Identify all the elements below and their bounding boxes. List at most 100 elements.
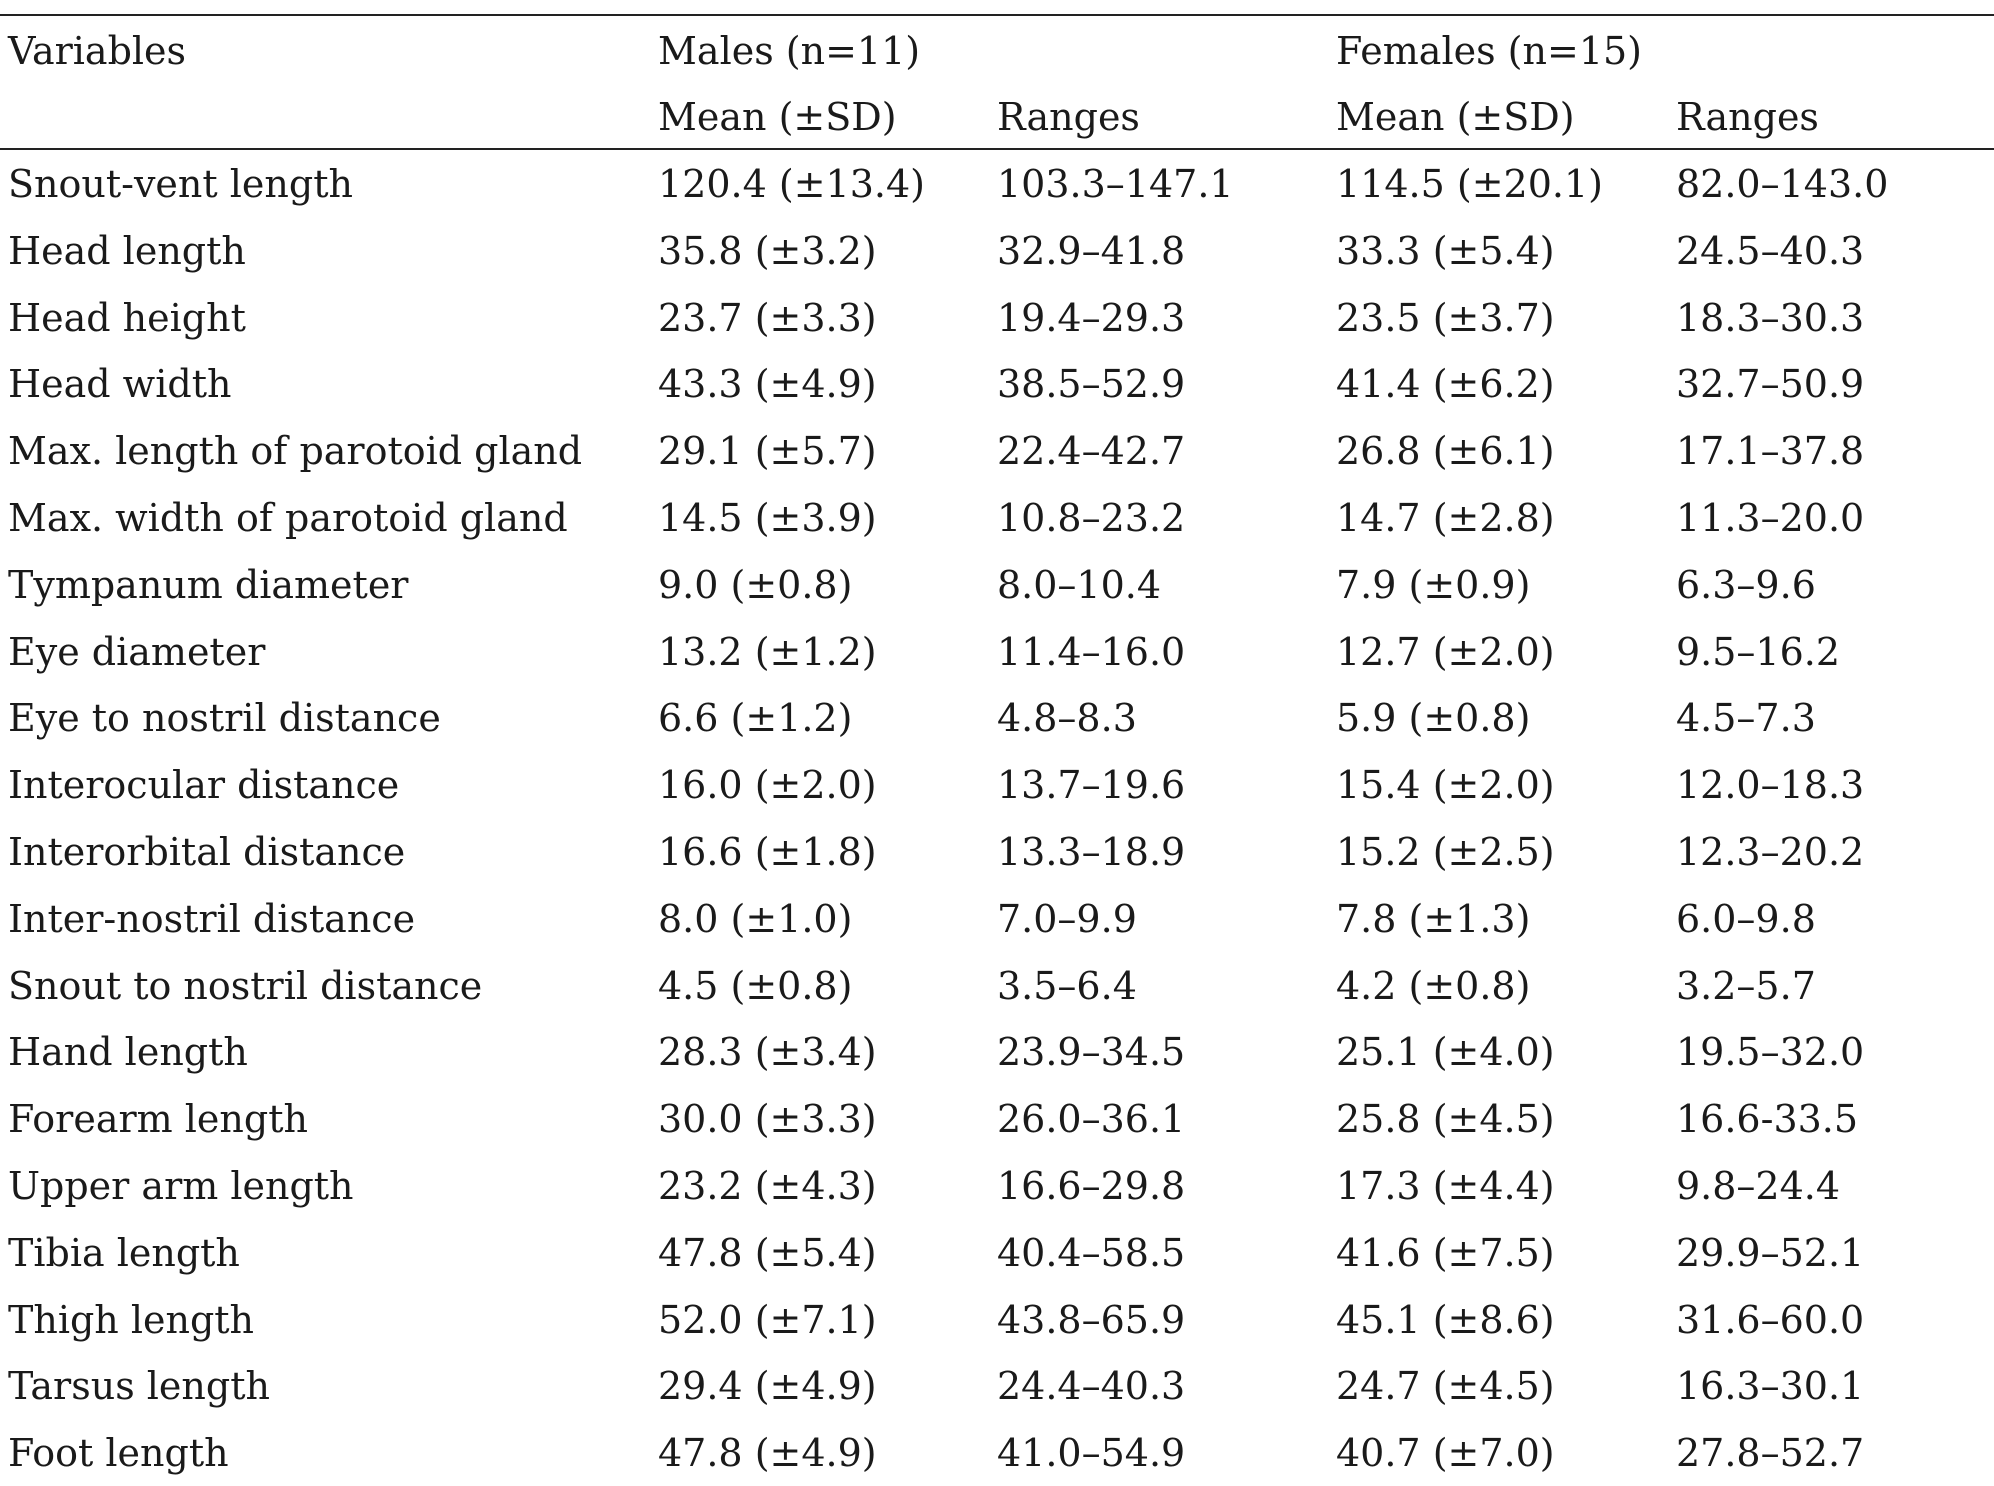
female-mean-cell: 26.8 (±6.1) (1336, 429, 1555, 474)
male-mean-cell: 47.8 (±5.4) (658, 1230, 877, 1275)
table-row: Foot length 47.8 (±4.9) 41.0–54.9 40.7 (±7.… (0, 1420, 1994, 1486)
variable-cell: Tarsus length (8, 1364, 270, 1409)
table-row: Max. width of parotoid gland 14.5 (±3.9) 1… (0, 485, 1994, 551)
female-mean-cell: 15.4 (±2.0) (1336, 763, 1555, 808)
female-mean-cell: 7.9 (±0.9) (1336, 562, 1531, 607)
table-row: Snout to nostril distance 4.5 (±0.8) 3.5–6… (0, 953, 1994, 1019)
male-mean-cell: 13.2 (±1.2) (658, 629, 877, 674)
female-mean-cell: 33.3 (±5.4) (1336, 228, 1555, 273)
female-range-cell: 19.5–32.0 (1676, 1030, 1865, 1075)
female-range-cell: 3.2–5.7 (1676, 963, 1816, 1008)
female-range-cell: 6.3–9.6 (1676, 562, 1816, 607)
male-range-cell: 43.8–65.9 (997, 1297, 1186, 1342)
male-mean-cell: 4.5 (±0.8) (658, 963, 853, 1008)
male-range-cell: 22.4–42.7 (997, 429, 1186, 474)
variable-cell: Upper arm length (8, 1164, 354, 1208)
female-range-cell: 6.0–9.8 (1676, 896, 1816, 941)
female-mean-cell: 17.3 (±4.4) (1336, 1164, 1555, 1208)
table-row: Head length 35.8 (±3.2) 32.9–41.8 33.3 (±5.… (0, 218, 1994, 284)
table-row: Head width 43.3 (±4.9) 38.5–52.9 41.4 (±6.2… (0, 351, 1994, 417)
variable-cell: Head height (8, 295, 246, 340)
variable-cell: Thigh length (8, 1297, 255, 1342)
male-mean-cell: 8.0 (±1.0) (658, 896, 853, 941)
variable-cell: Eye diameter (8, 629, 266, 674)
female-range-cell: 18.3–30.3 (1676, 295, 1865, 340)
variable-cell: Forearm length (8, 1097, 308, 1142)
male-mean-cell: 30.0 (±3.3) (658, 1097, 877, 1142)
header-rule (0, 148, 1994, 150)
female-range-cell: 17.1–37.8 (1676, 429, 1865, 474)
variable-cell: Snout to nostril distance (8, 963, 483, 1008)
table-row: Thigh length 52.0 (±7.1) 43.8–65.9 45.1 (±8… (0, 1287, 1994, 1353)
table-row: Tympanum diameter 9.0 (±0.8) 8.0–10.4 7.9 (… (0, 552, 1994, 618)
female-mean-cell: 40.7 (±7.0) (1336, 1431, 1555, 1476)
male-range-cell: 19.4–29.3 (997, 295, 1186, 340)
male-range-cell: 103.3–147.1 (997, 162, 1234, 206)
header-row-groups: Variables Males (n=11) Females (n=15) (0, 18, 1994, 84)
female-range-cell: 27.8–52.7 (1676, 1431, 1865, 1476)
male-mean-cell: 6.6 (±1.2) (658, 696, 853, 741)
female-range-cell: 9.8–24.4 (1676, 1164, 1841, 1208)
female-mean-cell: 23.5 (±3.7) (1336, 295, 1555, 340)
female-mean-cell: 25.1 (±4.0) (1336, 1030, 1555, 1075)
male-range-cell: 26.0–36.1 (997, 1097, 1186, 1142)
male-range-cell: 16.6–29.8 (997, 1164, 1186, 1208)
male-range-cell: 23.9–34.5 (997, 1030, 1186, 1075)
male-range-cell: 11.4–16.0 (997, 629, 1186, 674)
male-range-cell: 13.7–19.6 (997, 763, 1186, 808)
variable-cell: Tympanum diameter (8, 562, 409, 607)
female-mean-cell: 41.6 (±7.5) (1336, 1230, 1555, 1275)
male-range-cell: 32.9–41.8 (997, 228, 1186, 273)
table-row: Snout-vent length 120.4 (±13.4) 103.3–147.… (0, 151, 1994, 217)
male-mean-cell: 14.5 (±3.9) (658, 496, 877, 540)
male-mean-cell: 43.3 (±4.9) (658, 362, 877, 407)
male-mean-cell: 47.8 (±4.9) (658, 1431, 877, 1476)
male-range-cell: 3.5–6.4 (997, 963, 1137, 1008)
male-mean-cell: 23.7 (±3.3) (658, 295, 877, 340)
variable-cell: Head length (8, 228, 246, 273)
variable-cell: Inter-nostril distance (8, 896, 416, 941)
variable-cell: Snout-vent length (8, 162, 353, 206)
header-row-subcolumns: Mean (±SD) Ranges Mean (±SD) Ranges (0, 84, 1994, 150)
variables-header: Variables (8, 29, 187, 73)
female-mean-cell: 14.7 (±2.8) (1336, 496, 1555, 540)
female-mean-cell: 41.4 (±6.2) (1336, 362, 1555, 407)
table-row: Tarsus length 29.4 (±4.9) 24.4–40.3 24.7 (±… (0, 1353, 1994, 1419)
female-mean-cell: 24.7 (±4.5) (1336, 1364, 1555, 1409)
male-range-cell: 38.5–52.9 (997, 362, 1186, 407)
male-mean-cell: 29.1 (±5.7) (658, 429, 877, 474)
variable-cell: Max. width of parotoid gland (8, 496, 568, 540)
male-mean-cell: 120.4 (±13.4) (658, 162, 925, 206)
female-range-cell: 24.5–40.3 (1676, 228, 1865, 273)
table-row: Eye to nostril distance 6.6 (±1.2) 4.8–8.3… (0, 685, 1994, 751)
variable-cell: Eye to nostril distance (8, 696, 441, 741)
male-range-cell: 8.0–10.4 (997, 562, 1162, 607)
female-range-cell: 31.6–60.0 (1676, 1297, 1865, 1342)
table-row: Hand length 28.3 (±3.4) 23.9–34.5 25.1 (±4.… (0, 1019, 1994, 1085)
male-range-cell: 13.3–18.9 (997, 830, 1186, 874)
female-mean-header: Mean (±SD) (1336, 95, 1575, 139)
table-row: Inter-nostril distance 8.0 (±1.0) 7.0–9.9 7… (0, 886, 1994, 952)
table-row: Upper arm length 23.2 (±4.3) 16.6–29.8 17.3… (0, 1153, 1994, 1219)
female-range-cell: 32.7–50.9 (1676, 362, 1865, 407)
males-header: Males (n=11) (658, 29, 921, 73)
male-mean-cell: 23.2 (±4.3) (658, 1164, 877, 1208)
female-range-cell: 4.5–7.3 (1676, 696, 1816, 741)
female-mean-cell: 15.2 (±2.5) (1336, 830, 1555, 874)
female-range-cell: 11.3–20.0 (1676, 496, 1865, 540)
male-mean-cell: 9.0 (±0.8) (658, 562, 853, 607)
variable-cell: Hand length (8, 1030, 248, 1075)
female-range-cell: 16.6-33.5 (1676, 1097, 1859, 1142)
female-mean-cell: 5.9 (±0.8) (1336, 696, 1531, 741)
male-range-cell: 4.8–8.3 (997, 696, 1137, 741)
female-range-cell: 29.9–52.1 (1676, 1230, 1865, 1275)
male-range-cell: 7.0–9.9 (997, 896, 1137, 941)
female-mean-cell: 4.2 (±0.8) (1336, 963, 1531, 1008)
male-mean-cell: 35.8 (±3.2) (658, 228, 877, 273)
table-row: Eye diameter 13.2 (±1.2) 11.4–16.0 12.7 (±2… (0, 619, 1994, 685)
male-range-cell: 41.0–54.9 (997, 1431, 1186, 1476)
variable-cell: Interocular distance (8, 763, 400, 808)
female-mean-cell: 12.7 (±2.0) (1336, 629, 1555, 674)
top-rule (0, 14, 1994, 16)
variable-cell: Interorbital distance (8, 830, 406, 874)
